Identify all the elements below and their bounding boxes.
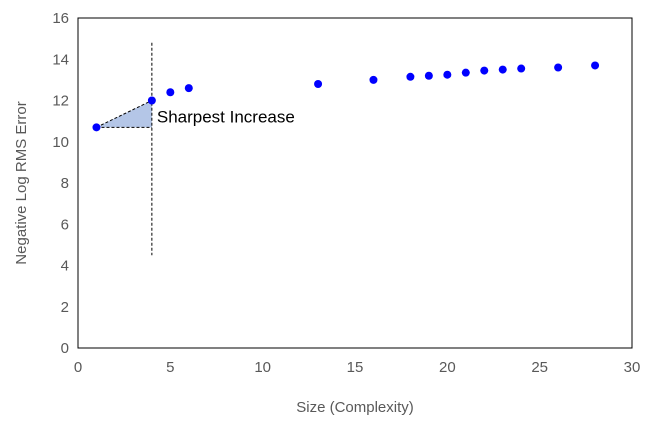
data-point <box>314 80 323 88</box>
data-point <box>443 70 452 79</box>
chart-axes <box>77 17 633 349</box>
annotation-layer <box>96 42 153 256</box>
x-tick-label: 5 <box>166 359 174 376</box>
x-tick-label: 30 <box>624 359 641 376</box>
y-tick-label: 16 <box>52 10 69 27</box>
y-tick-label: 0 <box>61 340 69 357</box>
y-axis-title: Negative Log RMS Error <box>13 101 30 264</box>
x-tick-label: 10 <box>254 359 271 376</box>
data-point <box>517 64 526 73</box>
data-point <box>406 72 415 81</box>
y-tick-label: 2 <box>61 299 69 316</box>
data-point <box>166 88 175 97</box>
data-point <box>480 66 489 75</box>
y-tick-label: 6 <box>61 216 69 233</box>
points-layer <box>92 61 600 132</box>
x-tick-label: 25 <box>531 359 548 376</box>
data-point <box>498 65 507 74</box>
y-tick-label: 12 <box>52 93 69 110</box>
data-point <box>92 123 101 132</box>
data-point <box>184 84 193 93</box>
plot-frame <box>77 17 633 349</box>
data-point <box>369 75 378 84</box>
x-tick-label: 20 <box>439 359 456 376</box>
data-point <box>554 63 563 72</box>
x-tick-label: 0 <box>74 359 82 376</box>
y-tick-label: 8 <box>61 175 69 192</box>
y-tick-label: 4 <box>61 258 69 275</box>
y-tick-label: 10 <box>52 134 69 151</box>
triangle-hypotenuse <box>96 100 153 128</box>
annotation-text: Sharpest Increase <box>157 107 295 126</box>
y-tick-label: 14 <box>52 51 69 68</box>
data-point <box>591 61 600 70</box>
x-axis-title: Size (Complexity) <box>296 399 414 416</box>
labels-layer: 0 5 10 15 20 25 30 0 2 4 6 8 10 12 14 16 <box>52 10 640 376</box>
data-point <box>461 68 470 77</box>
data-point <box>147 96 156 105</box>
x-tick-label: 15 <box>347 359 364 376</box>
data-point <box>424 71 433 80</box>
